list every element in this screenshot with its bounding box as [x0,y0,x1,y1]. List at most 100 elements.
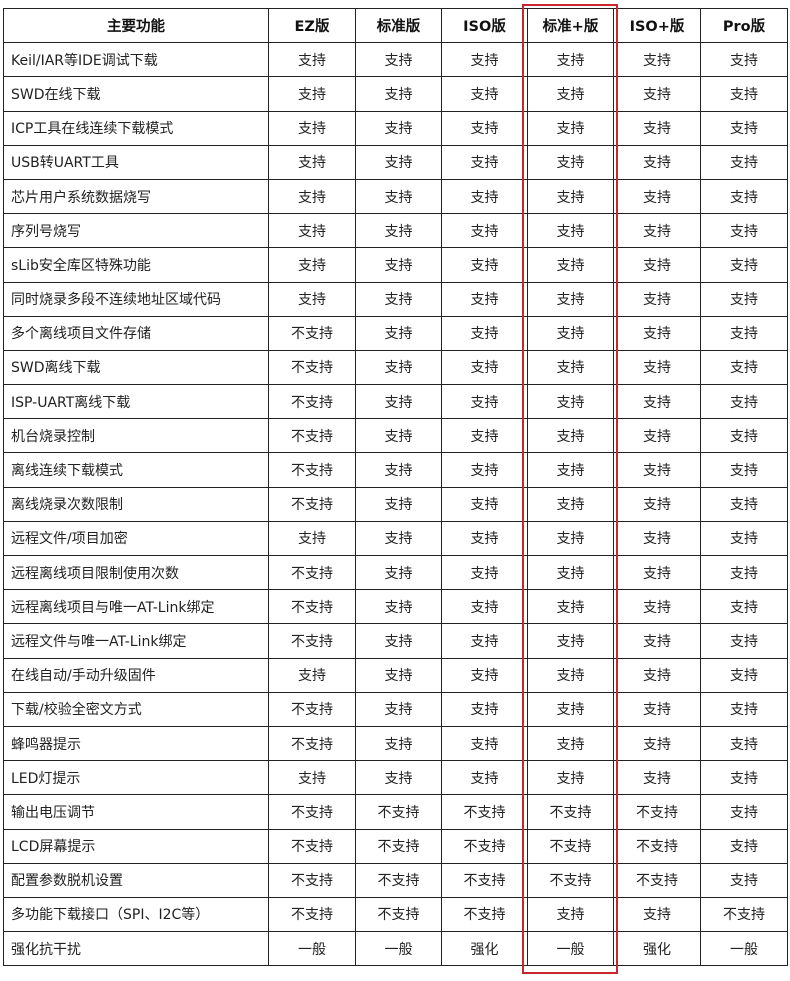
support-cell: 支持 [441,760,528,796]
support-cell: 支持 [441,486,528,522]
table-row: 离线连续下载模式 不支持 支持 支持 支持 支持 支持 [3,452,788,488]
support-cell: 支持 [441,349,528,386]
support-cell: 不支持 [268,725,356,762]
support-cell: 支持 [613,384,701,420]
support-cell: 支持 [268,657,356,693]
support-cell: 支持 [355,760,442,796]
table-row: 多个离线项目文件存储 不支持 支持 支持 支持 支持 支持 [3,315,788,351]
table-row: Keil/IAR等IDE调试下载 支持 支持 支持 支持 支持 支持 [3,42,788,78]
support-cell: 支持 [355,520,442,557]
feature-name: 输出电压调节 [3,794,269,830]
table-row: 输出电压调节 不支持 不支持 不支持 不支持 不支持 支持 [3,794,788,830]
support-cell: 支持 [268,178,356,215]
feature-name: 远程离线项目与唯一AT-Link绑定 [3,589,269,625]
support-cell: 不支持 [268,623,356,659]
header-edition: 标准+版 [527,7,614,44]
support-cell: 不支持 [355,828,442,864]
header-edition: Pro版 [700,7,788,44]
support-cell: 支持 [527,144,614,180]
header-edition: ISO版 [441,7,528,44]
feature-name: Keil/IAR等IDE调试下载 [3,42,269,78]
support-cell: 支持 [527,657,614,693]
support-cell: 不支持 [268,589,356,625]
support-cell: 支持 [441,315,528,351]
support-cell: 不支持 [268,384,356,420]
table-row: 蜂鸣器提示 不支持 支持 支持 支持 支持 支持 [3,725,788,762]
support-cell: 支持 [700,418,788,454]
support-cell: 支持 [700,384,788,420]
feature-name: 在线自动/手动升级固件 [3,657,269,693]
feature-name: ICP工具在线连续下载模式 [3,110,269,146]
support-cell: 不支持 [527,828,614,864]
header-row: 主要功能 EZ版 标准版 ISO版 标准+版 ISO+版 Pro版 [3,7,788,44]
table-row: SWD在线下载 支持 支持 支持 支持 支持 支持 [3,76,788,112]
feature-name: LCD屏幕提示 [3,828,269,864]
support-cell: 支持 [700,110,788,146]
support-cell: 支持 [441,281,528,317]
support-cell: 支持 [441,554,528,591]
support-cell: 不支持 [268,486,356,522]
support-cell: 支持 [441,384,528,420]
support-cell: 支持 [700,247,788,283]
support-cell: 强化 [441,931,528,967]
feature-name: 蜂鸣器提示 [3,725,269,762]
support-cell: 支持 [268,520,356,557]
support-cell: 不支持 [355,794,442,830]
header-feature: 主要功能 [3,7,269,44]
support-cell: 支持 [613,589,701,625]
support-cell: 支持 [613,725,701,762]
support-cell: 支持 [700,554,788,591]
support-cell: 支持 [355,349,442,386]
support-cell: 支持 [700,281,788,317]
feature-name: 离线烧录次数限制 [3,486,269,522]
header-edition: ISO+版 [613,7,701,44]
support-cell: 支持 [700,213,788,249]
support-cell: 支持 [613,691,701,727]
support-cell: 支持 [441,725,528,762]
support-cell: 支持 [527,247,614,283]
support-cell: 不支持 [527,794,614,830]
support-cell: 支持 [527,452,614,488]
support-cell: 支持 [441,418,528,454]
support-cell: 支持 [700,486,788,522]
support-cell: 支持 [613,623,701,659]
support-cell: 支持 [613,520,701,557]
feature-name: 多功能下载接口（SPI、I2C等） [3,896,269,933]
header-edition: EZ版 [268,7,356,44]
support-cell: 支持 [268,110,356,146]
table-row: 远程文件与唯一AT-Link绑定 不支持 支持 支持 支持 支持 支持 [3,623,788,659]
support-cell: 支持 [527,315,614,351]
feature-name: ISP-UART离线下载 [3,384,269,420]
support-cell: 支持 [355,213,442,249]
table-row: ISP-UART离线下载 不支持 支持 支持 支持 支持 支持 [3,384,788,420]
table-row: LED灯提示 支持 支持 支持 支持 支持 支持 [3,760,788,796]
support-cell: 支持 [355,657,442,693]
table-row: 机台烧录控制 不支持 支持 支持 支持 支持 支持 [3,418,788,454]
support-cell: 支持 [527,384,614,420]
support-cell: 支持 [613,144,701,180]
support-cell: 支持 [355,554,442,591]
table-row: 远程离线项目限制使用次数 不支持 支持 支持 支持 支持 支持 [3,554,788,591]
support-cell: 支持 [613,110,701,146]
support-cell: 支持 [268,281,356,317]
support-cell: 支持 [700,589,788,625]
support-cell: 支持 [441,247,528,283]
support-cell: 不支持 [268,691,356,727]
support-cell: 支持 [355,691,442,727]
support-cell: 支持 [613,452,701,488]
support-cell: 支持 [355,418,442,454]
feature-name: SWD在线下载 [3,76,269,112]
support-cell: 不支持 [355,896,442,933]
support-cell: 支持 [700,725,788,762]
support-cell: 支持 [613,178,701,215]
support-cell: 支持 [441,178,528,215]
support-cell: 支持 [527,691,614,727]
support-cell: 支持 [700,691,788,727]
feature-name: 序列号烧写 [3,213,269,249]
support-cell: 支持 [355,725,442,762]
table-row: 下载/校验全密文方式 不支持 支持 支持 支持 支持 支持 [3,691,788,727]
feature-name: SWD离线下载 [3,349,269,386]
table-row: 离线烧录次数限制 不支持 支持 支持 支持 支持 支持 [3,486,788,522]
support-cell: 不支持 [613,862,701,898]
support-cell: 不支持 [613,794,701,830]
